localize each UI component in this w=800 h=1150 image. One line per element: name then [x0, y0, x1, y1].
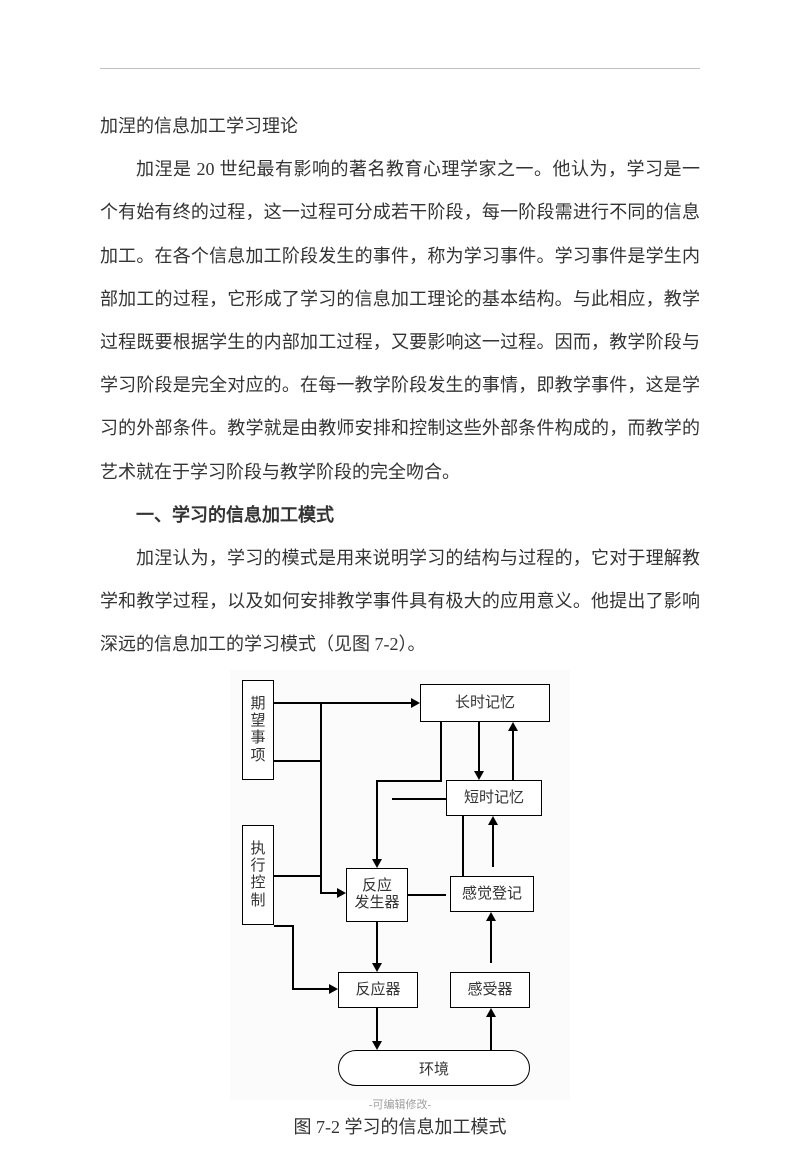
- paragraph-2: 加涅认为，学习的模式是用来说明学习的结构与过程的，它对于理解教学和教学过程，以及…: [100, 537, 700, 667]
- figure-wrapper: 期 望 事 项 执 行 控 制 长时记忆 短时记忆 反应 发生器 感觉登记 反应…: [100, 670, 700, 1100]
- edge-ltm-stm-2: [512, 731, 514, 780]
- arrowhead-icon: [411, 698, 420, 708]
- edge-ltm-down: [440, 722, 442, 782]
- edge-expect-bus: [274, 760, 321, 762]
- edge-ltm-respgen-v2: [376, 780, 378, 859]
- edge-ltm-respgen-v: [376, 780, 441, 782]
- paragraph-1: 加涅是 20 世纪最有影响的著名教育心理学家之一。他认为，学习是一个有始有终的过…: [100, 148, 700, 494]
- node-short-term-memory: 短时记忆: [446, 780, 542, 816]
- node-responder: 反应器: [338, 972, 418, 1008]
- node-environment: 环境: [338, 1050, 530, 1086]
- edge-bus-to-respgen: [320, 892, 337, 894]
- top-rule: [100, 68, 700, 69]
- flowchart-diagram: 期 望 事 项 执 行 控 制 长时记忆 短时记忆 反应 发生器 感觉登记 反应…: [230, 670, 570, 1100]
- edge-stm-to-respgen-h: [408, 894, 446, 896]
- edge-expect-ltm: [274, 702, 411, 704]
- arrowhead-icon: [486, 912, 496, 921]
- edge-exec-bus: [274, 875, 321, 877]
- edge-exec-down: [292, 925, 294, 989]
- arrowhead-icon: [474, 771, 484, 780]
- arrowhead-icon: [372, 1041, 382, 1050]
- edge-exec-to-responder: [274, 925, 293, 927]
- arrowhead-icon: [372, 963, 382, 972]
- edge-exec-responder-h: [292, 988, 329, 990]
- arrowhead-icon: [372, 859, 382, 868]
- document-title: 加涅的信息加工学习理论: [100, 105, 700, 148]
- document-page: 加涅的信息加工学习理论 加涅是 20 世纪最有影响的著名教育心理学家之一。他认为…: [0, 0, 800, 1150]
- edge-stm-respgen: [417, 798, 446, 800]
- arrowhead-icon: [329, 984, 338, 994]
- node-expectation: 期 望 事 项: [242, 680, 274, 780]
- edge-receptor-sensreg: [490, 921, 492, 963]
- arrowhead-icon: [486, 1008, 496, 1017]
- arrowhead-icon: [508, 722, 518, 731]
- arrowhead-icon: [337, 888, 346, 898]
- arrowhead-icon: [488, 816, 498, 825]
- edge-sensreg-stm: [492, 825, 494, 867]
- edge-respgen-responder: [376, 922, 378, 963]
- node-receptor: 感受器: [450, 972, 530, 1008]
- edge-bus-vertical-1: [320, 703, 322, 893]
- page-footer: -可编辑修改-: [0, 1096, 800, 1112]
- node-executive-control: 执 行 控 制: [242, 825, 274, 925]
- figure-caption: 图 7-2 学习的信息加工模式: [100, 1106, 700, 1149]
- node-long-term-memory: 长时记忆: [420, 684, 550, 722]
- edge-stm-respgen-v: [392, 798, 418, 800]
- edge-env-receptor: [490, 1017, 492, 1050]
- node-sensory-register: 感觉登记: [450, 876, 534, 912]
- edge-stm-down: [462, 816, 464, 876]
- section-heading-1: 一、学习的信息加工模式: [100, 494, 700, 537]
- edge-ltm-stm-1: [478, 722, 480, 771]
- node-response-generator: 反应 发生器: [346, 868, 408, 922]
- edge-responder-env: [376, 1008, 378, 1041]
